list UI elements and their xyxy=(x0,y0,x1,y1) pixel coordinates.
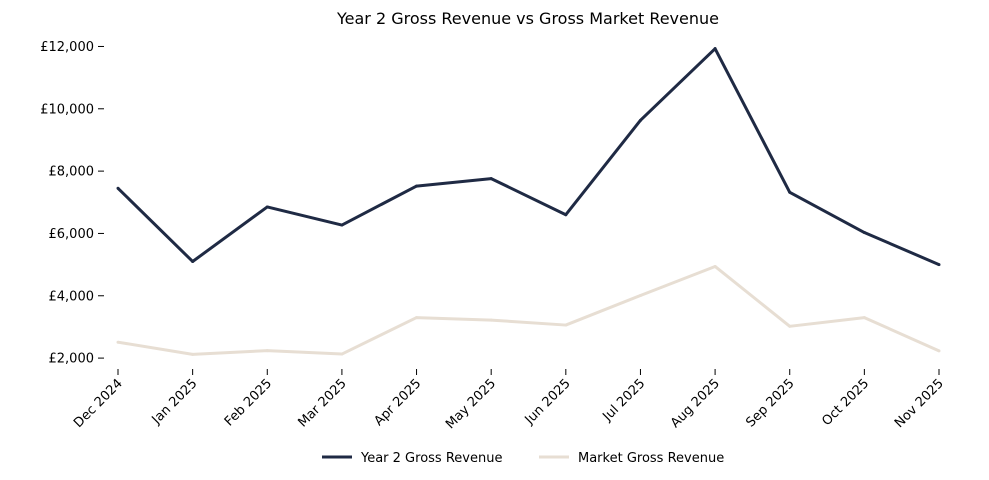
series-line-0 xyxy=(116,47,940,266)
x-tick-label: Jul 2025 xyxy=(600,376,649,425)
data-point xyxy=(116,340,120,344)
legend: Year 2 Gross Revenue Market Gross Revenu… xyxy=(322,451,724,466)
x-tick-label: Oct 2025 xyxy=(819,376,872,429)
data-point xyxy=(265,205,269,209)
data-point xyxy=(489,177,493,181)
chart-title: Year 2 Gross Revenue vs Gross Market Rev… xyxy=(336,9,719,28)
x-tick-label: Apr 2025 xyxy=(372,376,425,429)
y-tick-label: £2,000 xyxy=(49,352,95,367)
data-point xyxy=(713,264,717,268)
data-point xyxy=(937,349,941,353)
y-tick-label: £6,000 xyxy=(49,227,95,242)
x-tick-label: Feb 2025 xyxy=(222,376,275,429)
x-axis: Dec 2024 Jan 2025 Feb 2025 Mar 2025 Apr 2025… xyxy=(71,369,947,432)
data-point xyxy=(638,118,642,122)
series-layer xyxy=(116,47,941,356)
legend-label-market: Market Gross Revenue xyxy=(578,451,724,466)
legend-label-year2: Year 2 Gross Revenue xyxy=(360,451,502,466)
data-point xyxy=(862,231,866,235)
x-tick-label: Mar 2025 xyxy=(295,376,349,430)
data-point xyxy=(415,184,419,188)
data-point xyxy=(265,349,269,353)
data-point xyxy=(191,352,195,356)
y-tick-label: £10,000 xyxy=(40,102,94,117)
data-point xyxy=(937,263,941,267)
data-point xyxy=(191,259,195,263)
data-point xyxy=(638,293,642,297)
data-point xyxy=(340,352,344,356)
x-tick-label: Jan 2025 xyxy=(149,376,201,428)
data-point xyxy=(564,213,568,217)
x-tick-label: Jun 2025 xyxy=(522,376,574,428)
x-tick-label: Sep 2025 xyxy=(743,376,797,430)
legend-item-market: Market Gross Revenue xyxy=(539,451,724,466)
data-point xyxy=(564,323,568,327)
y-tick-label: £12,000 xyxy=(40,40,94,55)
data-point xyxy=(415,316,419,320)
data-point xyxy=(788,190,792,194)
data-point xyxy=(713,47,717,51)
y-tick-label: £8,000 xyxy=(49,165,95,180)
data-point xyxy=(788,324,792,328)
data-point xyxy=(340,223,344,227)
x-tick-label: Dec 2024 xyxy=(71,376,126,431)
x-tick-label: Aug 2025 xyxy=(668,376,723,431)
data-point xyxy=(862,316,866,320)
y-axis: £2,000 £4,000 £6,000 £8,000 £10,000 £12,000 xyxy=(40,40,104,367)
data-point xyxy=(489,318,493,322)
y-tick-label: £4,000 xyxy=(49,289,95,304)
x-tick-label: Nov 2025 xyxy=(892,376,947,431)
x-tick-label: May 2025 xyxy=(443,376,499,432)
data-point xyxy=(116,186,120,190)
series-line-1 xyxy=(117,264,940,356)
legend-item-year2: Year 2 Gross Revenue xyxy=(322,451,502,466)
